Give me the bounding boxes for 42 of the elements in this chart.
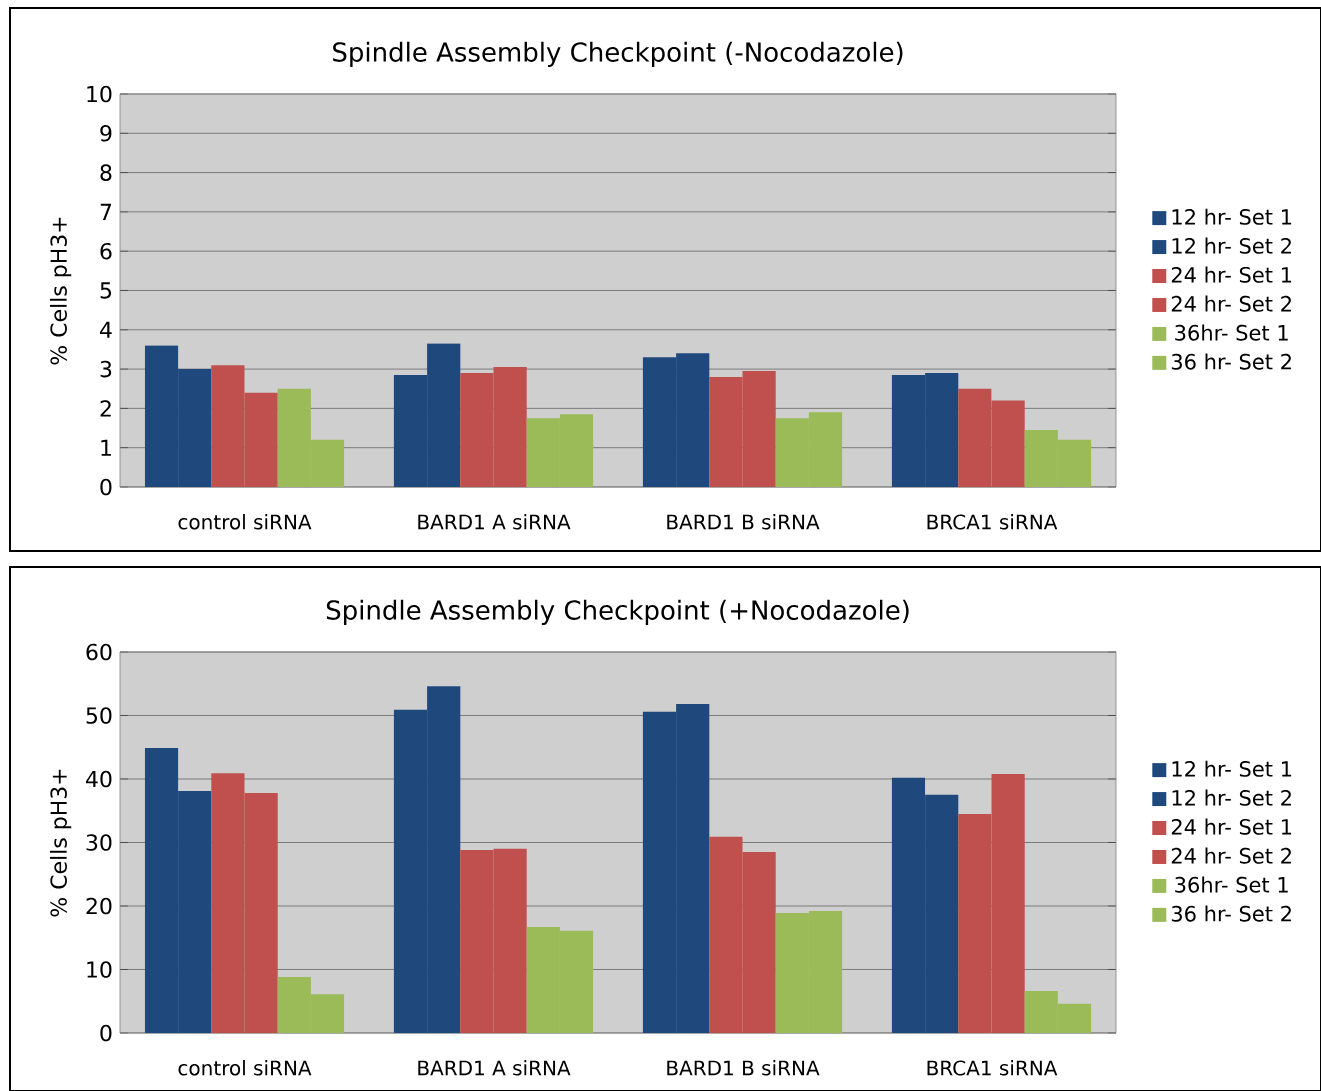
y-tick-label: 2 — [100, 400, 111, 417]
x-tick-label: control siRNA — [178, 514, 312, 530]
legend-label: 24 hr- Set 1 — [1171, 818, 1292, 835]
y-tick-label: 0 — [100, 1024, 112, 1042]
legend-label: 24 hr- Set 2 — [1171, 847, 1291, 864]
legend-label: 24 hr- Set 2 — [1171, 295, 1291, 312]
x-tick-label: BARD1 B siRNA — [667, 514, 820, 530]
y-tick-label: 4 — [100, 321, 112, 338]
y-tick-label: 10 — [87, 961, 112, 978]
x-tick-label: BARD1 A siRNA — [418, 514, 571, 530]
y-tick-label: 10 — [87, 85, 112, 103]
y-tick-label: 30 — [86, 834, 112, 851]
legend-label: 12 hr- Set 1 — [1172, 760, 1292, 777]
legend-label: 36 hr- Set 2 — [1171, 353, 1291, 370]
x-tick-label: BRCA1 siRNA — [927, 1060, 1058, 1076]
x-tick-label: control siRNA — [178, 1060, 312, 1076]
y-tick-label: 1 — [101, 439, 111, 456]
legend-label: 36hr- Set 1 — [1175, 876, 1288, 893]
y-tick-label: 40 — [86, 770, 112, 788]
y-tick-label: 9 — [100, 124, 112, 142]
x-tick-label: BRCA1 siRNA — [927, 514, 1058, 530]
y-tick-label: 50 — [86, 707, 112, 724]
y-axis-title: % Cells pH3+ — [49, 769, 72, 917]
y-tick-label: 60 — [86, 643, 112, 661]
legend-label: 36 hr- Set 2 — [1171, 905, 1291, 922]
chart-title: Spindle Assembly Checkpoint (-Nocodazole) — [333, 41, 903, 67]
chart-title: Spindle Assembly Checkpoint (+Nocodazole) — [326, 599, 909, 625]
y-tick-label: 0 — [100, 478, 112, 496]
y-tick-label: 7 — [100, 203, 112, 220]
legend-label: 36hr- Set 1 — [1175, 324, 1288, 341]
y-tick-label: 20 — [86, 897, 112, 915]
legend-label: 12 hr- Set 2 — [1172, 237, 1291, 254]
y-axis-title: % Cells pH3+ — [49, 217, 72, 365]
legend-label: 12 hr- Set 1 — [1172, 208, 1292, 225]
legend-label: 12 hr- Set 2 — [1172, 789, 1291, 806]
x-tick-label: BARD1 B siRNA — [667, 1060, 820, 1076]
y-tick-label: 3 — [100, 360, 112, 378]
y-tick-label: 5 — [100, 282, 112, 299]
x-tick-label: BARD1 A siRNA — [418, 1060, 571, 1076]
legend-label: 24 hr- Set 1 — [1171, 266, 1292, 283]
y-tick-label: 6 — [100, 242, 112, 260]
y-tick-label: 8 — [100, 164, 112, 181]
